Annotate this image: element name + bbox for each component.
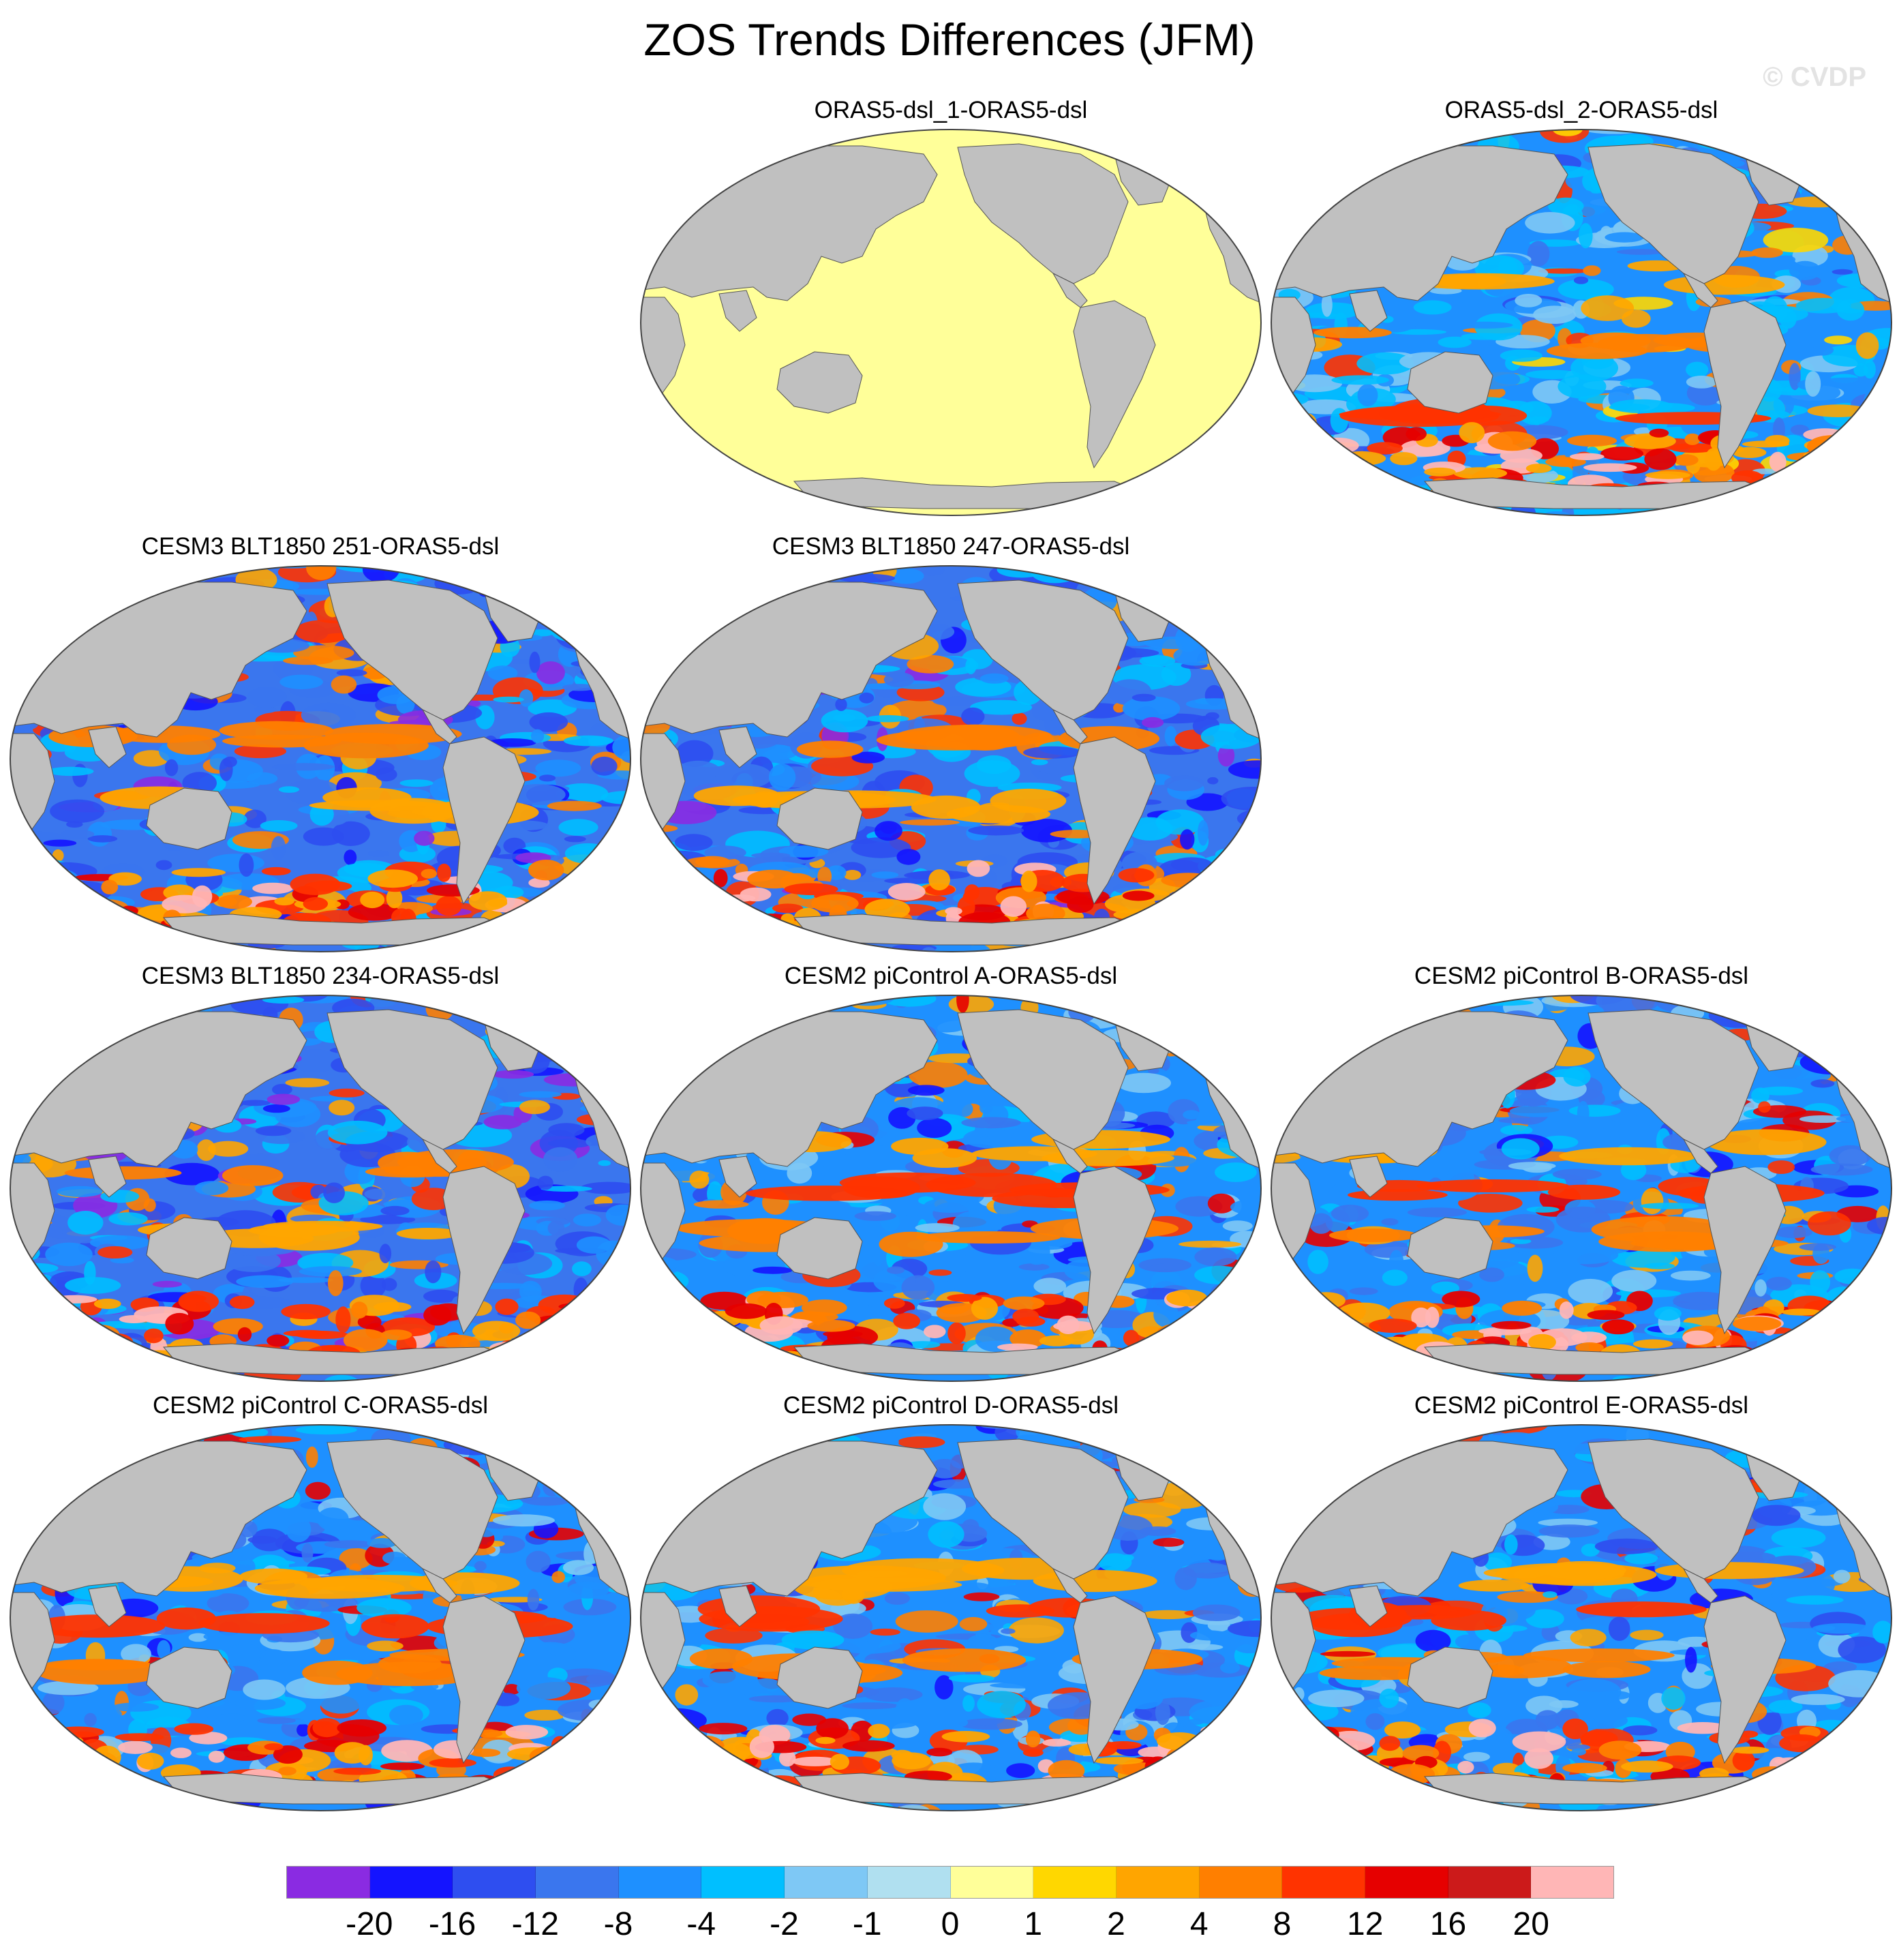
map-boundary — [1271, 995, 1892, 1382]
colorbar — [286, 1866, 1614, 1899]
panel-title: CESM2 piControl A-ORAS5-dsl — [784, 963, 1118, 989]
colorbar-label: 20 — [1513, 1906, 1549, 1942]
map-boundary — [10, 565, 631, 952]
map-boundary — [10, 995, 631, 1382]
panel-title: CESM2 piControl E-ORAS5-dsl — [1414, 1392, 1749, 1419]
map-plot — [640, 565, 1262, 952]
colorbar-box — [1531, 1867, 1613, 1898]
panel-title: ORAS5-dsl_2-ORAS5-dsl — [1444, 97, 1718, 123]
map-panel: ORAS5-dsl_2-ORAS5-dsl — [1268, 95, 1895, 518]
colorbar-box — [701, 1867, 785, 1898]
panel-title: CESM3 BLT1850 247-ORAS5-dsl — [772, 533, 1130, 560]
map-boundary — [640, 1424, 1262, 1811]
colorbar-box — [1033, 1867, 1116, 1898]
map-boundary — [640, 129, 1262, 516]
colorbar-box — [1365, 1867, 1448, 1898]
colorbar-label: 16 — [1429, 1906, 1467, 1942]
map-plot — [10, 1424, 631, 1811]
colorbar-label: 4 — [1189, 1906, 1209, 1942]
map-boundary — [640, 995, 1262, 1382]
map-plot — [640, 129, 1262, 516]
colorbar-label: -16 — [428, 1906, 476, 1942]
panel-title: CESM2 piControl D-ORAS5-dsl — [783, 1392, 1119, 1419]
colorbar-box — [867, 1867, 951, 1898]
map-plot — [640, 1424, 1262, 1811]
colorbar-box — [1199, 1867, 1283, 1898]
map-boundary — [640, 565, 1262, 952]
map-plot — [1271, 995, 1892, 1382]
colorbar-box — [453, 1867, 536, 1898]
panel-title: CESM3 BLT1850 251-ORAS5-dsl — [141, 533, 500, 560]
panel-title: CESM2 piControl B-ORAS5-dsl — [1414, 963, 1749, 989]
colorbar-label: -4 — [686, 1906, 716, 1942]
colorbar-label: 12 — [1347, 1906, 1384, 1942]
colorbar-box — [287, 1867, 370, 1898]
map-plot — [1271, 129, 1892, 516]
colorbar-box — [536, 1867, 619, 1898]
map-panel: CESM2 piControl B-ORAS5-dsl — [1268, 961, 1895, 1384]
colorbar-box — [618, 1867, 702, 1898]
map-boundary — [10, 1424, 631, 1811]
panel-title: CESM2 piControl C-ORAS5-dsl — [152, 1392, 489, 1419]
map-panel: ORAS5-dsl_1-ORAS5-dsl — [637, 95, 1264, 518]
map-panel: CESM3 BLT1850 251-ORAS5-dsl — [7, 532, 634, 954]
cvdp-credit: © CVDP — [1763, 62, 1866, 92]
map-boundary — [1271, 1424, 1892, 1811]
map-panel: CESM2 piControl E-ORAS5-dsl — [1268, 1391, 1895, 1813]
panel-title: CESM3 BLT1850 234-ORAS5-dsl — [141, 963, 500, 989]
colorbar-label: -8 — [603, 1906, 633, 1942]
colorbar-box — [785, 1867, 868, 1898]
colorbar-label: -20 — [346, 1906, 393, 1942]
colorbar-box — [1116, 1867, 1200, 1898]
map-panel: CESM3 BLT1850 247-ORAS5-dsl — [637, 532, 1264, 954]
map-plot — [10, 565, 631, 952]
colorbar-box — [369, 1867, 453, 1898]
colorbar-label: 2 — [1107, 1906, 1125, 1942]
colorbar-box — [950, 1867, 1034, 1898]
colorbar-label: -12 — [511, 1906, 559, 1942]
map-boundary — [1271, 129, 1892, 516]
colorbar-label: -1 — [852, 1906, 882, 1942]
colorbar-box — [1282, 1867, 1365, 1898]
map-panel: CESM2 piControl C-ORAS5-dsl — [7, 1391, 634, 1813]
colorbar-label: 8 — [1273, 1906, 1292, 1942]
map-plot — [10, 995, 631, 1382]
colorbar-label: 1 — [1024, 1906, 1043, 1942]
colorbar-label: 0 — [941, 1906, 960, 1942]
map-panel: CESM2 piControl A-ORAS5-dsl — [637, 961, 1264, 1384]
colorbar-label: -2 — [770, 1906, 799, 1942]
figure-title: ZOS Trends Differences (JFM) — [643, 14, 1256, 65]
map-panel: CESM2 piControl D-ORAS5-dsl — [637, 1391, 1264, 1813]
colorbar-box — [1448, 1867, 1532, 1898]
map-panel: CESM3 BLT1850 234-ORAS5-dsl — [7, 961, 634, 1384]
map-plot — [640, 995, 1262, 1382]
panel-title: ORAS5-dsl_1-ORAS5-dsl — [814, 97, 1088, 123]
map-plot — [1271, 1424, 1892, 1811]
